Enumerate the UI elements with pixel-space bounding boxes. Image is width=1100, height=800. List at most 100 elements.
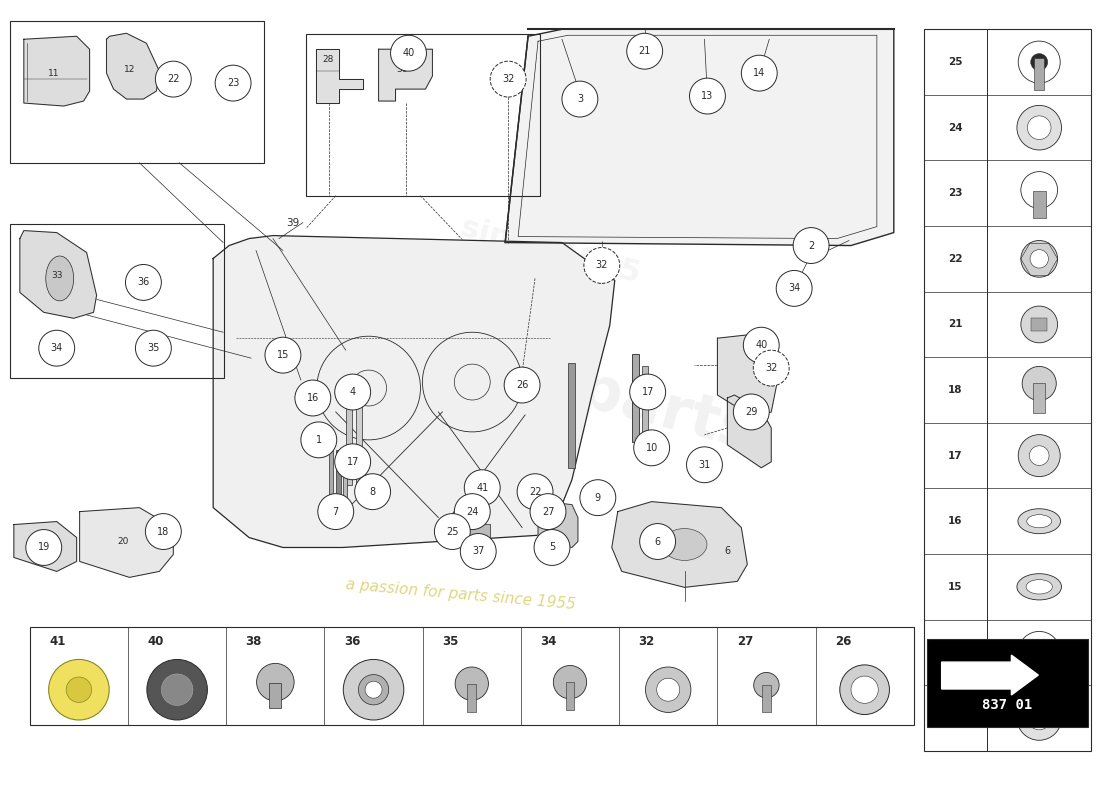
Text: 21: 21 bbox=[638, 46, 651, 56]
Polygon shape bbox=[612, 502, 747, 587]
Text: 13: 13 bbox=[702, 91, 714, 101]
Text: 6: 6 bbox=[654, 537, 661, 546]
Polygon shape bbox=[942, 655, 1038, 695]
Circle shape bbox=[155, 61, 191, 97]
Circle shape bbox=[686, 447, 723, 482]
Ellipse shape bbox=[1016, 574, 1062, 600]
Circle shape bbox=[629, 374, 666, 410]
Circle shape bbox=[48, 659, 109, 720]
Text: 12: 12 bbox=[124, 65, 135, 74]
Text: 37: 37 bbox=[472, 546, 484, 557]
Text: 20: 20 bbox=[118, 537, 129, 546]
Text: 40: 40 bbox=[755, 340, 768, 350]
Circle shape bbox=[1027, 706, 1050, 730]
Text: 29: 29 bbox=[745, 407, 758, 417]
Text: 39: 39 bbox=[286, 218, 299, 228]
Circle shape bbox=[454, 494, 491, 530]
Text: 31: 31 bbox=[698, 460, 711, 470]
Text: 25: 25 bbox=[447, 526, 459, 537]
Circle shape bbox=[318, 494, 354, 530]
Circle shape bbox=[741, 55, 778, 91]
Ellipse shape bbox=[33, 537, 55, 558]
Text: 7: 7 bbox=[332, 506, 339, 517]
Circle shape bbox=[1019, 434, 1060, 477]
Text: 22: 22 bbox=[167, 74, 179, 84]
Circle shape bbox=[744, 327, 779, 363]
Circle shape bbox=[1031, 644, 1047, 661]
Text: 13: 13 bbox=[948, 713, 962, 723]
Text: 14: 14 bbox=[754, 68, 766, 78]
Bar bbox=[462, 523, 491, 538]
Polygon shape bbox=[14, 522, 77, 571]
Text: 27: 27 bbox=[737, 634, 752, 648]
Circle shape bbox=[657, 678, 680, 702]
Circle shape bbox=[627, 34, 662, 69]
Circle shape bbox=[147, 659, 208, 720]
Polygon shape bbox=[213, 235, 615, 547]
Circle shape bbox=[754, 350, 789, 386]
Text: 33: 33 bbox=[51, 271, 63, 280]
Circle shape bbox=[1021, 306, 1057, 343]
Text: 28: 28 bbox=[322, 54, 333, 64]
Circle shape bbox=[301, 422, 337, 458]
Text: 8: 8 bbox=[370, 486, 376, 497]
Bar bbox=[641, 366, 648, 448]
Circle shape bbox=[580, 480, 616, 515]
Text: 15: 15 bbox=[948, 582, 962, 592]
Polygon shape bbox=[79, 508, 174, 578]
Ellipse shape bbox=[1026, 514, 1052, 528]
Bar bbox=[468, 684, 476, 713]
Text: 35: 35 bbox=[147, 343, 160, 353]
Text: 11: 11 bbox=[48, 69, 59, 78]
Text: 36: 36 bbox=[344, 634, 360, 648]
Text: 18: 18 bbox=[948, 385, 962, 395]
Text: 9: 9 bbox=[595, 493, 601, 502]
Text: 16: 16 bbox=[307, 393, 319, 403]
Circle shape bbox=[1031, 54, 1047, 70]
Text: 21: 21 bbox=[948, 319, 962, 330]
Circle shape bbox=[135, 330, 172, 366]
Text: 36: 36 bbox=[138, 278, 150, 287]
Ellipse shape bbox=[1018, 509, 1060, 534]
Bar bbox=[1034, 649, 1045, 680]
Circle shape bbox=[1030, 446, 1049, 466]
Circle shape bbox=[265, 338, 301, 373]
Circle shape bbox=[39, 330, 75, 366]
Circle shape bbox=[434, 514, 471, 550]
Circle shape bbox=[162, 674, 192, 706]
Text: 26: 26 bbox=[516, 380, 528, 390]
Bar bbox=[565, 682, 574, 710]
Polygon shape bbox=[538, 502, 578, 547]
Bar bbox=[343, 450, 348, 518]
Bar bbox=[30, 627, 914, 725]
Text: 24: 24 bbox=[948, 122, 962, 133]
Text: 5: 5 bbox=[549, 542, 556, 553]
Text: 32: 32 bbox=[764, 363, 778, 373]
Circle shape bbox=[839, 665, 890, 714]
Circle shape bbox=[145, 514, 182, 550]
Text: 35: 35 bbox=[442, 634, 459, 648]
Circle shape bbox=[125, 265, 162, 300]
Bar bbox=[762, 685, 771, 711]
Text: 24: 24 bbox=[466, 506, 478, 517]
Bar bbox=[306, 34, 540, 196]
Circle shape bbox=[517, 474, 553, 510]
Bar bbox=[336, 450, 341, 522]
Text: 34: 34 bbox=[788, 283, 801, 294]
Circle shape bbox=[1021, 241, 1057, 278]
Text: 30: 30 bbox=[397, 65, 408, 74]
Text: 34: 34 bbox=[51, 343, 63, 353]
Text: 14: 14 bbox=[948, 647, 962, 658]
Polygon shape bbox=[505, 30, 894, 246]
Ellipse shape bbox=[463, 522, 487, 541]
Polygon shape bbox=[717, 332, 778, 418]
Circle shape bbox=[334, 374, 371, 410]
Text: 38: 38 bbox=[245, 634, 262, 648]
Text: 41: 41 bbox=[476, 482, 488, 493]
Text: 34: 34 bbox=[540, 634, 557, 648]
Text: 22: 22 bbox=[948, 254, 962, 264]
Circle shape bbox=[640, 523, 675, 559]
Bar bbox=[355, 397, 362, 492]
Circle shape bbox=[295, 380, 331, 416]
Circle shape bbox=[553, 666, 586, 698]
